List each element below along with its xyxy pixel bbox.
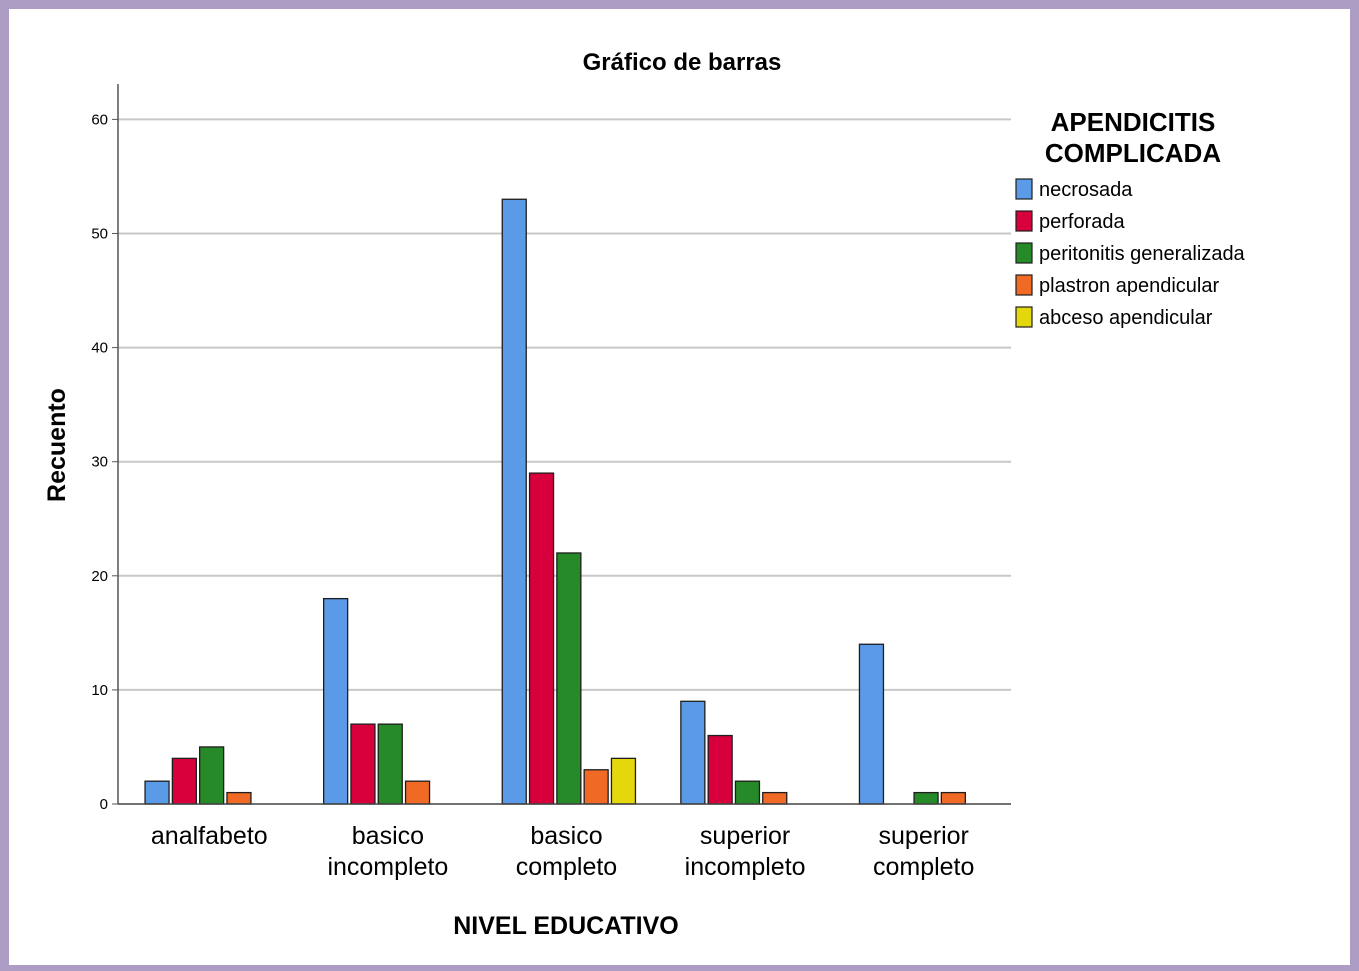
legend-items: necrosada perforada peritonitis generaliza… bbox=[1015, 178, 1246, 329]
x-category-label: incompleto bbox=[685, 853, 806, 881]
x-category-label: basico bbox=[530, 822, 602, 850]
legend-label: perforada bbox=[1039, 211, 1125, 233]
x-category-label: superior bbox=[700, 822, 790, 850]
legend-swatch bbox=[1015, 242, 1033, 264]
bar-peritonitis-generalizada-3 bbox=[734, 780, 761, 805]
bar-plastron-apendicular-2 bbox=[583, 769, 609, 805]
y-axis-title: Recuento bbox=[43, 388, 71, 502]
x-category-label: analfabeto bbox=[151, 822, 268, 850]
legend-swatch bbox=[1015, 210, 1033, 232]
legend-label: abceso apendicular bbox=[1039, 307, 1213, 329]
bar-necrosada-2 bbox=[501, 198, 527, 805]
x-category-label: superior bbox=[879, 822, 969, 850]
y-tick-label: 20 bbox=[91, 568, 108, 585]
bar-peritonitis-generalizada-1 bbox=[377, 723, 403, 805]
y-axis-ticks: 0 10 20 30 40 50 60 bbox=[91, 111, 118, 813]
bar-plastron-apendicular-4 bbox=[940, 791, 966, 805]
bar-peritonitis-generalizada-2 bbox=[556, 552, 582, 805]
y-tick-label: 40 bbox=[91, 340, 108, 357]
axes bbox=[117, 84, 1011, 805]
y-tick-label: 0 bbox=[100, 796, 108, 813]
legend-swatch bbox=[1015, 306, 1033, 328]
bar-abceso-apendicular-2 bbox=[610, 757, 637, 805]
bar-necrosada-3 bbox=[680, 700, 706, 805]
bar-plastron-apendicular-3 bbox=[762, 791, 788, 805]
legend-label: necrosada bbox=[1039, 179, 1133, 201]
bars bbox=[144, 198, 966, 805]
bar-perforada-2 bbox=[528, 472, 555, 805]
x-category-label: incompleto bbox=[327, 853, 448, 881]
legend-title-line-2: COMPLICADA bbox=[1045, 138, 1221, 168]
bar-peritonitis-generalizada-0 bbox=[198, 746, 225, 805]
x-category-label: completo bbox=[516, 853, 617, 881]
legend-title-line-1: APENDICITIS bbox=[1051, 107, 1216, 137]
legend-label: peritonitis generalizada bbox=[1039, 243, 1246, 265]
bar-necrosada-1 bbox=[322, 597, 349, 805]
y-tick-label: 10 bbox=[91, 682, 108, 699]
x-category-label: basico bbox=[352, 822, 424, 850]
legend-swatch bbox=[1015, 274, 1033, 296]
legend-label: plastron apendicular bbox=[1039, 275, 1219, 297]
y-tick-label: 50 bbox=[91, 226, 108, 243]
x-axis-title: NIVEL EDUCATIVO bbox=[453, 912, 679, 940]
bar-perforada-0 bbox=[171, 757, 198, 805]
bar-perforada-1 bbox=[350, 723, 376, 805]
legend: APENDICITIS COMPLICADA necrosada perforad… bbox=[1015, 107, 1246, 329]
bar-chart: Gráfico de barras 0 10 20 30 40 50 60 analfabe… bbox=[43, 49, 1246, 940]
bar-perforada-3 bbox=[707, 734, 733, 805]
legend-swatch bbox=[1015, 178, 1033, 200]
y-tick-label: 60 bbox=[91, 111, 108, 128]
chart-title: Gráfico de barras bbox=[583, 49, 782, 76]
x-category-label: completo bbox=[873, 853, 974, 881]
y-tick-label: 30 bbox=[91, 454, 108, 471]
x-axis-categories: analfabeto basico incompleto basico completo… bbox=[151, 822, 975, 881]
bar-plastron-apendicular-0 bbox=[226, 791, 252, 805]
bar-peritonitis-generalizada-4 bbox=[913, 791, 939, 805]
bar-plastron-apendicular-1 bbox=[404, 780, 431, 805]
bar-necrosada-4 bbox=[858, 643, 885, 805]
bar-necrosada-0 bbox=[144, 780, 170, 805]
